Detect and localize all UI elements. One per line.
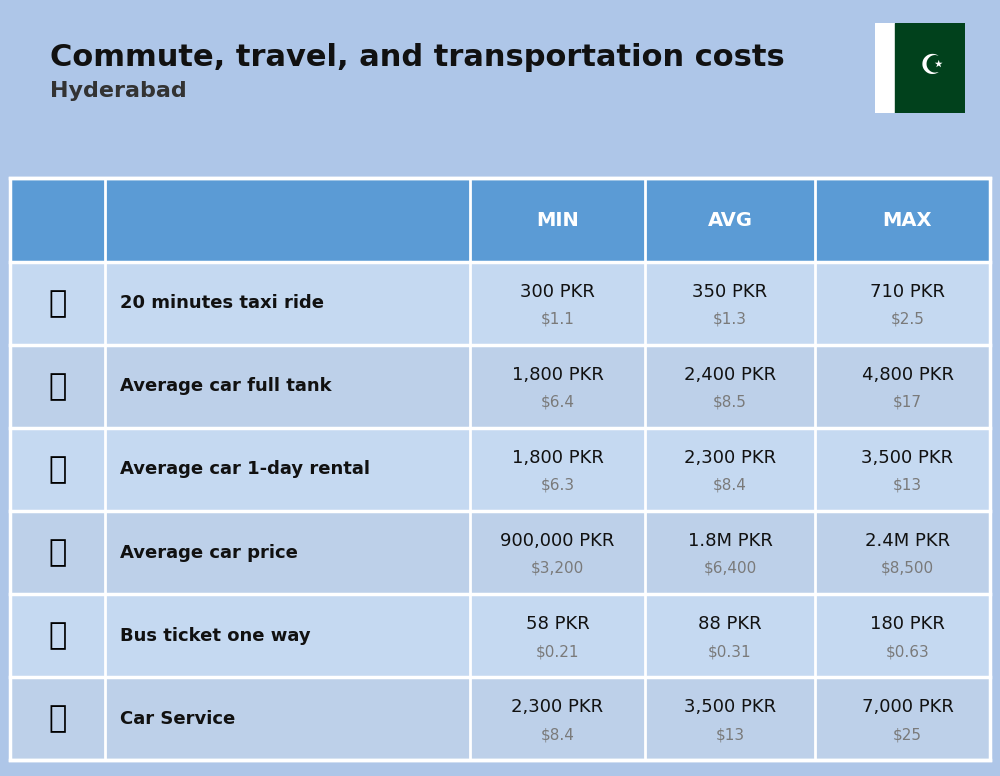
- Text: Car Service: Car Service: [120, 710, 235, 728]
- Text: 180 PKR: 180 PKR: [870, 615, 945, 633]
- Text: Average car 1-day rental: Average car 1-day rental: [120, 460, 370, 479]
- Text: ☪: ☪: [919, 52, 944, 80]
- Text: ⛽: ⛽: [48, 372, 67, 401]
- Text: 58 PKR: 58 PKR: [526, 615, 589, 633]
- Text: AVG: AVG: [708, 210, 753, 230]
- Text: $6,400: $6,400: [703, 561, 757, 576]
- Text: $3,200: $3,200: [531, 561, 584, 576]
- Text: 7,000 PKR: 7,000 PKR: [862, 698, 953, 716]
- Text: 2,300 PKR: 2,300 PKR: [511, 698, 604, 716]
- Text: 900,000 PKR: 900,000 PKR: [500, 532, 615, 550]
- Text: $13: $13: [893, 478, 922, 493]
- Text: Bus ticket one way: Bus ticket one way: [120, 627, 311, 645]
- Text: 1,800 PKR: 1,800 PKR: [512, 449, 603, 467]
- Text: 🛠: 🛠: [48, 705, 67, 733]
- Text: 🚗: 🚗: [48, 538, 67, 567]
- Text: 2,300 PKR: 2,300 PKR: [684, 449, 776, 467]
- Text: $0.63: $0.63: [886, 644, 929, 659]
- Text: $25: $25: [893, 727, 922, 742]
- Text: 2.4M PKR: 2.4M PKR: [865, 532, 950, 550]
- Text: $17: $17: [893, 395, 922, 410]
- Text: 3,500 PKR: 3,500 PKR: [684, 698, 776, 716]
- Text: Hyderabad: Hyderabad: [50, 81, 187, 102]
- Text: Average car full tank: Average car full tank: [120, 377, 332, 395]
- Text: 🚙: 🚙: [48, 455, 67, 484]
- Text: $8.5: $8.5: [713, 395, 747, 410]
- Text: 300 PKR: 300 PKR: [520, 282, 595, 300]
- Text: $0.31: $0.31: [708, 644, 752, 659]
- Text: $1.1: $1.1: [541, 311, 574, 327]
- Bar: [895, 23, 965, 113]
- Text: MAX: MAX: [883, 210, 932, 230]
- Text: 2,400 PKR: 2,400 PKR: [684, 365, 776, 383]
- Text: Commute, travel, and transportation costs: Commute, travel, and transportation cost…: [50, 43, 785, 71]
- Text: 1.8M PKR: 1.8M PKR: [688, 532, 772, 550]
- Text: 🚕: 🚕: [48, 289, 67, 317]
- Text: $2.5: $2.5: [891, 311, 924, 327]
- Text: $8.4: $8.4: [541, 727, 574, 742]
- Text: 3,500 PKR: 3,500 PKR: [861, 449, 954, 467]
- Text: $1.3: $1.3: [713, 311, 747, 327]
- Text: $0.21: $0.21: [536, 644, 579, 659]
- Text: 🚌: 🚌: [48, 622, 67, 650]
- Text: $8,500: $8,500: [881, 561, 934, 576]
- Text: 20 minutes taxi ride: 20 minutes taxi ride: [120, 294, 324, 312]
- Text: $6.3: $6.3: [540, 478, 575, 493]
- Text: 350 PKR: 350 PKR: [692, 282, 768, 300]
- Text: $8.4: $8.4: [713, 478, 747, 493]
- Text: 88 PKR: 88 PKR: [698, 615, 762, 633]
- Text: 4,800 PKR: 4,800 PKR: [862, 365, 954, 383]
- Text: Average car price: Average car price: [120, 544, 298, 562]
- Text: MIN: MIN: [536, 210, 579, 230]
- Text: $6.4: $6.4: [540, 395, 574, 410]
- Bar: [875, 23, 895, 113]
- Text: 710 PKR: 710 PKR: [870, 282, 945, 300]
- Text: 1,800 PKR: 1,800 PKR: [512, 365, 603, 383]
- Text: $13: $13: [715, 727, 745, 742]
